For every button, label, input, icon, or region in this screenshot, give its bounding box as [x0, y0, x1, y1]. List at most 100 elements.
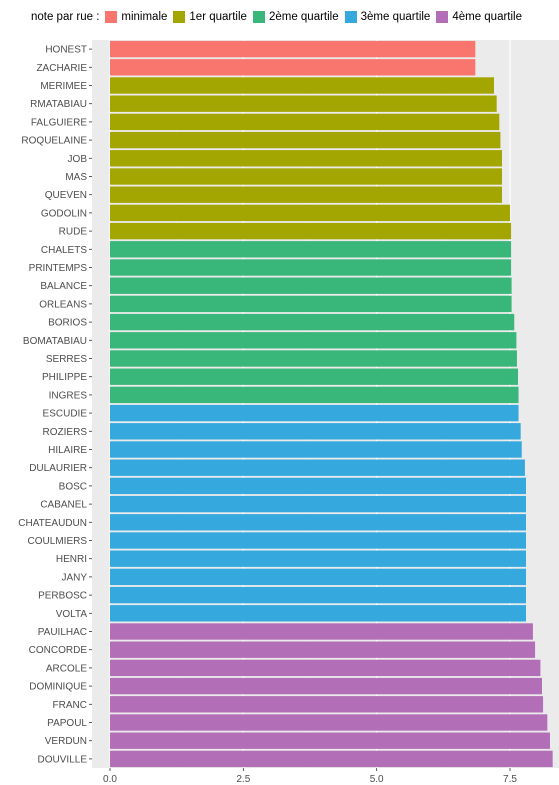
legend-label: 2ème quartile — [268, 11, 339, 23]
y-tick-label: BORIOS — [48, 318, 87, 329]
bar-zacharie — [110, 59, 476, 76]
legend-label: 1er quartile — [189, 11, 247, 23]
bar-chateaudun — [110, 514, 526, 531]
y-tick-label: PRINTEMPS — [29, 263, 88, 274]
bar-borios — [110, 313, 515, 331]
bar-pauilhac — [110, 623, 533, 640]
legend-entry-minimale: minimale — [105, 11, 167, 23]
legend-label: 4ème quartile — [452, 11, 523, 23]
y-tick-label: FRANC — [53, 700, 87, 711]
bar-honest — [110, 40, 476, 58]
legend-key — [105, 11, 118, 23]
bar-ingres — [110, 386, 519, 404]
y-tick-label: VERDUN — [45, 736, 87, 747]
y-tick-label: RUDE — [59, 227, 88, 238]
x-tick-label: 7.5 — [503, 774, 517, 785]
y-tick-label: ARCOLE — [46, 663, 87, 674]
y-tick-label: GODOLIN — [41, 208, 87, 219]
y-axis-labels: HONEST ZACHARIE MERIMEE RMATABIAU FALGUIERE R… — [18, 45, 92, 765]
y-tick-label: HILAIRE — [48, 445, 87, 456]
legend-entry-1er-quartile: 1er quartile — [173, 11, 247, 23]
y-tick-label: PHILIPPE — [42, 372, 87, 383]
y-tick-label: SERRES — [46, 354, 87, 365]
y-tick-label: HONEST — [45, 45, 87, 56]
y-tick-label: PAUILHAC — [38, 627, 87, 638]
bar-godolin — [110, 204, 510, 222]
y-tick-label: BOMATABIAU — [23, 336, 87, 347]
y-tick-label: ORLEANS — [39, 299, 87, 310]
y-tick-label: JOB — [68, 154, 88, 165]
bar-orleans — [110, 295, 512, 313]
bar-roquelaine — [110, 131, 501, 149]
legend-key — [344, 11, 357, 23]
x-tick-label: 0.0 — [103, 774, 117, 785]
x-axis-labels: 0.0 2.5 5.0 7.5 — [103, 768, 517, 785]
y-tick-label: DOMINIQUE — [29, 682, 87, 693]
plot-panel — [92, 40, 559, 768]
legend-label: minimale — [121, 11, 168, 23]
bar-hilaire — [110, 441, 522, 458]
x-tick-label: 2.5 — [236, 774, 250, 785]
bar-philippe — [110, 368, 518, 385]
bar-douville — [110, 750, 553, 768]
bar-perbosc — [110, 586, 526, 604]
y-tick-label: COULMIERS — [28, 536, 88, 547]
legend-label: 3ème quartile — [360, 11, 431, 23]
bar-jany — [110, 568, 526, 586]
y-tick-label: CHALETS — [41, 245, 87, 256]
bar-rude — [110, 222, 512, 240]
bar-bomatabiau — [110, 332, 517, 349]
y-tick-label: BOSC — [59, 481, 87, 492]
bar-serres — [110, 350, 517, 367]
y-tick-label: ROZIERS — [43, 427, 88, 438]
x-tick-label: 5.0 — [370, 774, 384, 785]
bar-dulaurier — [110, 459, 525, 476]
bar-concorde — [110, 641, 536, 658]
bar-chalets — [110, 241, 512, 258]
y-tick-label: DOUVILLE — [38, 754, 88, 765]
bars — [110, 40, 553, 768]
bar-cabanel — [110, 495, 526, 513]
y-tick-label: ESCUDIE — [43, 409, 88, 420]
legend-key — [252, 11, 265, 23]
bar-papoul — [110, 714, 548, 731]
bar-job — [110, 150, 502, 167]
y-tick-label: MAS — [65, 172, 87, 183]
y-tick-label: HENRI — [56, 554, 87, 565]
legend-key — [173, 11, 186, 23]
y-tick-label: JANY — [61, 572, 87, 583]
bar-roziers — [110, 423, 521, 440]
bar-rmatabiau — [110, 95, 497, 112]
y-tick-label: BALANCE — [40, 281, 87, 292]
bar-dominique — [110, 677, 542, 695]
legend-entry-2eme-quartile: 2ème quartile — [252, 11, 339, 23]
bar-queven — [110, 186, 502, 203]
y-tick-label: FALGUIERE — [31, 117, 87, 128]
bar-balance — [110, 277, 512, 294]
legend-entry-4eme-quartile: 4ème quartile — [436, 11, 522, 23]
bar-coulmiers — [110, 532, 526, 549]
y-tick-label: PAPOUL — [47, 718, 87, 729]
bar-printemps — [110, 259, 512, 276]
y-tick-label: MERIMEE — [40, 81, 87, 92]
y-tick-label: ZACHARIE — [36, 63, 87, 74]
bar-merimee — [110, 77, 494, 94]
bar-mas — [110, 168, 502, 185]
y-tick-label: PERBOSC — [38, 591, 87, 602]
y-tick-label: QUEVEN — [45, 190, 87, 201]
y-tick-label: INGRES — [49, 390, 88, 401]
y-tick-label: CABANEL — [40, 500, 87, 511]
y-tick-label: CHATEAUDUN — [18, 518, 87, 529]
legend-title: note par rue : — [30, 11, 100, 23]
bar-arcole — [110, 659, 541, 677]
y-tick-label: VOLTA — [56, 609, 88, 620]
y-tick-label: RMATABIAU — [30, 99, 87, 110]
y-tick-label: ROQUELAINE — [21, 136, 87, 147]
bar-bosc — [110, 477, 526, 495]
bar-falguiere — [110, 113, 500, 131]
bar-franc — [110, 696, 544, 713]
y-tick-label: CONCORDE — [29, 645, 88, 656]
legend: note par rue : minimale 1er quartile 2èm… — [0, 6, 559, 28]
legend-entry-3eme-quartile: 3ème quartile — [344, 11, 431, 23]
